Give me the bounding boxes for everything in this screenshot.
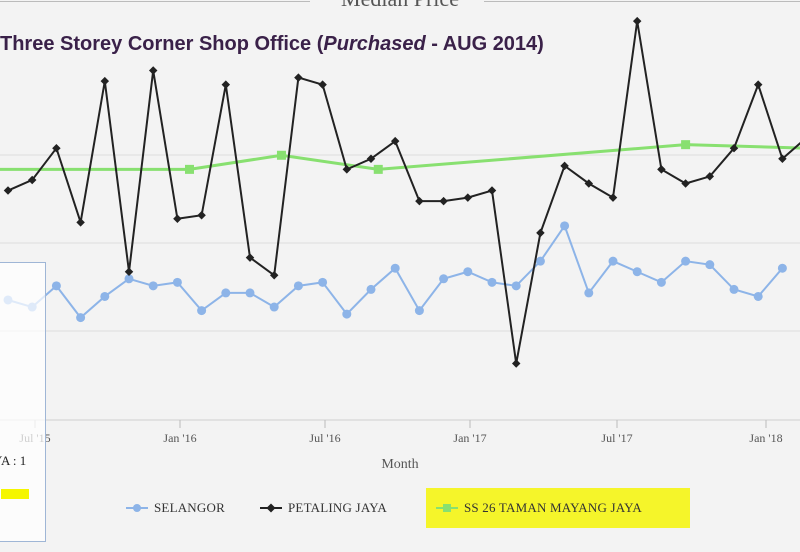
data-point[interactable]: [511, 281, 521, 291]
series-line: [0, 143, 800, 171]
data-point[interactable]: [729, 284, 739, 294]
chart-title: Three Storey Corner Shop Office (Purchas…: [0, 33, 544, 56]
data-point[interactable]: [608, 256, 618, 266]
data-point[interactable]: [52, 143, 61, 153]
data-point[interactable]: [390, 263, 400, 273]
data-point[interactable]: [487, 186, 497, 195]
series-line: [7, 20, 800, 364]
data-point[interactable]: [777, 263, 787, 273]
series-selangor: [3, 221, 787, 323]
data-point[interactable]: [681, 140, 691, 150]
chart-title-prefix: Three Storey Corner Shop Office (: [0, 33, 324, 55]
data-point[interactable]: [342, 165, 352, 174]
data-point[interactable]: [197, 306, 207, 316]
data-point[interactable]: [221, 288, 231, 298]
data-point[interactable]: [173, 214, 182, 224]
chart-title-emphasis: Purchased: [323, 33, 426, 55]
data-point[interactable]: [560, 221, 570, 231]
data-point[interactable]: [172, 277, 182, 287]
data-point[interactable]: [373, 164, 383, 174]
x-tick-label: Jul '16: [309, 431, 340, 445]
data-point[interactable]: [681, 256, 691, 266]
data-point[interactable]: [632, 16, 642, 26]
data-point[interactable]: [185, 164, 194, 174]
data-point[interactable]: [276, 150, 286, 160]
data-point[interactable]: [656, 277, 666, 287]
data-point[interactable]: [76, 313, 86, 323]
legend-label-petaling-jaya: PETALING JAYA: [288, 500, 387, 515]
data-point[interactable]: [342, 309, 352, 319]
legend-circle-icon: [126, 503, 148, 513]
legend-item-petaling-jaya[interactable]: PETALING JAYA: [260, 488, 387, 528]
data-point[interactable]: [221, 80, 231, 89]
data-point[interactable]: [318, 80, 327, 89]
data-point[interactable]: [753, 291, 763, 301]
data-point[interactable]: [269, 302, 279, 312]
section-title: Median Price: [0, 0, 800, 12]
data-point[interactable]: [390, 136, 400, 146]
data-point[interactable]: [681, 179, 690, 188]
data-point[interactable]: [366, 154, 376, 164]
data-point[interactable]: [293, 281, 303, 291]
data-point[interactable]: [148, 66, 158, 75]
chart-legend: SELANGOR PETALING JAYA SS 26 TAMAN MAYAN…: [0, 488, 800, 528]
data-point[interactable]: [51, 281, 61, 291]
data-point[interactable]: [76, 218, 85, 227]
data-point[interactable]: [269, 271, 279, 280]
data-point[interactable]: [463, 193, 473, 202]
data-point[interactable]: [294, 73, 303, 82]
legend-label-ss26: SS 26 TAMAN MAYANG JAYA: [464, 500, 642, 515]
data-point[interactable]: [3, 186, 13, 195]
data-point[interactable]: [705, 260, 715, 270]
data-point[interactable]: [487, 277, 497, 287]
data-point[interactable]: [318, 277, 328, 287]
data-point[interactable]: [245, 288, 255, 298]
data-point[interactable]: [584, 288, 594, 298]
data-point[interactable]: [632, 267, 642, 277]
data-point[interactable]: [657, 165, 666, 174]
data-point[interactable]: [124, 274, 134, 284]
x-axis-label: Month: [381, 457, 419, 472]
data-point[interactable]: [148, 281, 158, 291]
data-point[interactable]: [608, 193, 618, 202]
legend-item-selangor[interactable]: SELANGOR: [126, 488, 225, 528]
legend-square-icon: [436, 503, 458, 513]
title-rule-left: [0, 1, 310, 2]
data-point[interactable]: [366, 284, 376, 294]
x-tick-label: Jul '17: [601, 431, 632, 445]
data-point[interactable]: [197, 211, 206, 220]
title-rule-right: [484, 1, 800, 2]
data-point[interactable]: [124, 267, 134, 276]
x-tick-label: Jan '16: [163, 431, 196, 445]
chart-tooltip: YA : 1: [0, 262, 46, 542]
series-petaling-jaya: [3, 16, 800, 368]
data-point[interactable]: [414, 306, 424, 316]
data-point[interactable]: [100, 291, 110, 301]
chart-title-suffix: - AUG 2014): [425, 33, 544, 55]
x-tick-label: Jan '18: [749, 431, 782, 445]
legend-label-selangor: SELANGOR: [154, 500, 225, 515]
data-point[interactable]: [535, 256, 545, 266]
tooltip-text: YA : 1: [0, 453, 27, 468]
data-point[interactable]: [439, 274, 449, 284]
tooltip-swatch: [1, 489, 29, 499]
x-tick-label: Jan '17: [453, 431, 486, 445]
data-point[interactable]: [415, 196, 424, 206]
data-point[interactable]: [753, 80, 763, 89]
data-point[interactable]: [511, 359, 521, 368]
legend-item-ss26[interactable]: SS 26 TAMAN MAYANG JAYA: [426, 488, 690, 528]
data-point[interactable]: [100, 76, 110, 86]
data-point[interactable]: [245, 253, 255, 262]
data-point[interactable]: [536, 228, 545, 238]
data-point[interactable]: [439, 196, 448, 206]
legend-diamond-icon: [260, 503, 282, 513]
series-ss-26-taman-mayang-jaya: [0, 140, 800, 174]
data-point[interactable]: [463, 267, 473, 277]
